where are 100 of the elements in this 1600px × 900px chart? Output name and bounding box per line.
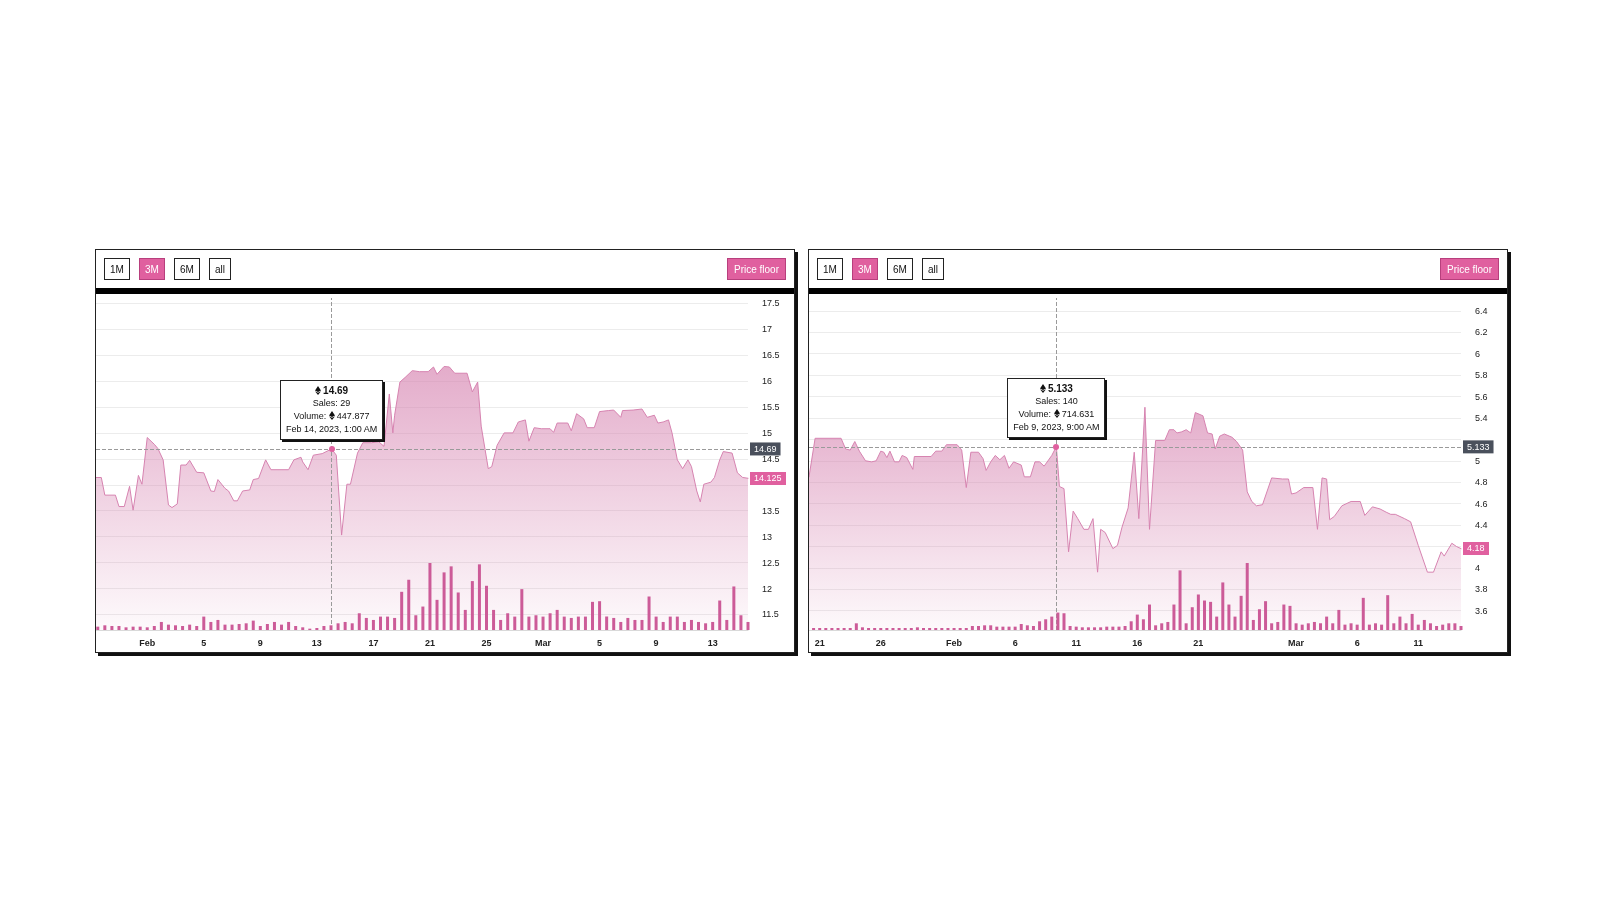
y-tick-label: 4.4 xyxy=(1475,520,1488,531)
bar xyxy=(697,621,701,630)
x-tick-label: 25 xyxy=(481,637,492,648)
bar xyxy=(1312,621,1316,630)
bar xyxy=(915,627,919,630)
y-tick-label: 3.8 xyxy=(1475,584,1488,595)
bar xyxy=(1172,604,1176,630)
bar xyxy=(830,627,834,630)
bar xyxy=(1337,609,1341,630)
y-tick-label: 17 xyxy=(762,324,773,335)
x-tick-label: 21 xyxy=(1193,637,1204,648)
bar xyxy=(1410,613,1414,630)
bar xyxy=(96,626,100,630)
bar xyxy=(1325,616,1329,630)
bar xyxy=(1373,623,1377,630)
bar xyxy=(1044,619,1048,630)
bar xyxy=(470,581,474,630)
bar xyxy=(854,623,858,630)
bar xyxy=(1355,624,1359,630)
bar xyxy=(1233,616,1237,630)
bar xyxy=(1019,623,1023,630)
bar xyxy=(818,627,822,630)
x-tick-label: 17 xyxy=(368,637,379,648)
bar xyxy=(449,566,453,630)
bar xyxy=(989,625,993,630)
bar xyxy=(1239,595,1243,630)
y-tick-label: 4 xyxy=(1475,562,1481,573)
bar xyxy=(1398,616,1402,630)
bar xyxy=(1282,604,1286,630)
bar xyxy=(435,599,439,630)
bar xyxy=(506,613,510,630)
bar xyxy=(499,619,503,630)
bar xyxy=(1422,619,1426,630)
bar xyxy=(117,625,121,630)
bar xyxy=(1441,624,1445,630)
bar xyxy=(131,626,135,630)
bar xyxy=(1056,612,1060,630)
bar xyxy=(675,616,679,630)
text: all xyxy=(209,258,232,280)
x-tick-label: 5 xyxy=(597,637,603,648)
bar xyxy=(1178,570,1182,630)
bar xyxy=(1013,626,1017,630)
bar xyxy=(848,627,852,630)
x-tick-label: 26 xyxy=(875,637,886,648)
bar xyxy=(605,616,609,630)
bar xyxy=(891,627,895,630)
bar xyxy=(1001,626,1005,630)
annotation: 14.69 Sales: 29 Volume: 447.877 Feb 14, 2023, 1:00 AM xyxy=(286,383,378,436)
bar xyxy=(244,623,248,630)
bar xyxy=(1111,626,1115,630)
y-tick-label: 15.5 xyxy=(762,401,780,412)
text: 6M xyxy=(174,258,200,280)
bar xyxy=(1361,597,1365,630)
bar xyxy=(294,625,298,630)
bar xyxy=(897,627,901,630)
bar xyxy=(952,627,956,630)
bar xyxy=(364,617,368,630)
bar xyxy=(1294,623,1298,630)
x-tick-label: 16 xyxy=(1132,637,1143,648)
bar xyxy=(1154,625,1158,630)
bar xyxy=(1343,624,1347,630)
bar xyxy=(1099,627,1103,630)
bar xyxy=(110,625,114,630)
bar xyxy=(336,623,340,630)
bar xyxy=(1227,604,1231,630)
bar xyxy=(879,627,883,630)
bar xyxy=(704,623,708,630)
bar xyxy=(964,627,968,630)
bar xyxy=(357,613,361,630)
bar xyxy=(682,621,686,630)
bar xyxy=(626,617,630,630)
bar xyxy=(350,623,354,630)
bar xyxy=(1300,624,1304,630)
bar xyxy=(145,627,149,630)
bar xyxy=(301,627,305,630)
x-tick-label: 21 xyxy=(424,637,435,648)
bar xyxy=(272,621,276,630)
bar xyxy=(668,616,672,630)
y-tick-label: 14.5 xyxy=(762,453,780,464)
bar xyxy=(928,627,932,630)
bar xyxy=(598,601,602,630)
text: Price floor xyxy=(1439,258,1499,280)
bar xyxy=(922,627,926,630)
ref-line-label: 14.69 xyxy=(754,443,777,454)
y-tick-label: 13 xyxy=(762,531,773,542)
bar xyxy=(1380,624,1384,630)
bar xyxy=(555,609,559,630)
bar xyxy=(1386,595,1390,630)
x-tick-label: Feb xyxy=(946,637,963,648)
y-tick-label: 17.5 xyxy=(762,298,780,309)
bar xyxy=(1257,609,1261,630)
text: 3M xyxy=(852,258,878,280)
bar xyxy=(1074,626,1078,630)
bar xyxy=(1306,623,1310,630)
bar xyxy=(124,627,128,630)
bar xyxy=(1025,625,1029,630)
ref-line-label: 5.133 xyxy=(1467,441,1490,452)
bar xyxy=(393,617,397,630)
bar xyxy=(421,606,425,630)
text: all xyxy=(922,258,945,280)
